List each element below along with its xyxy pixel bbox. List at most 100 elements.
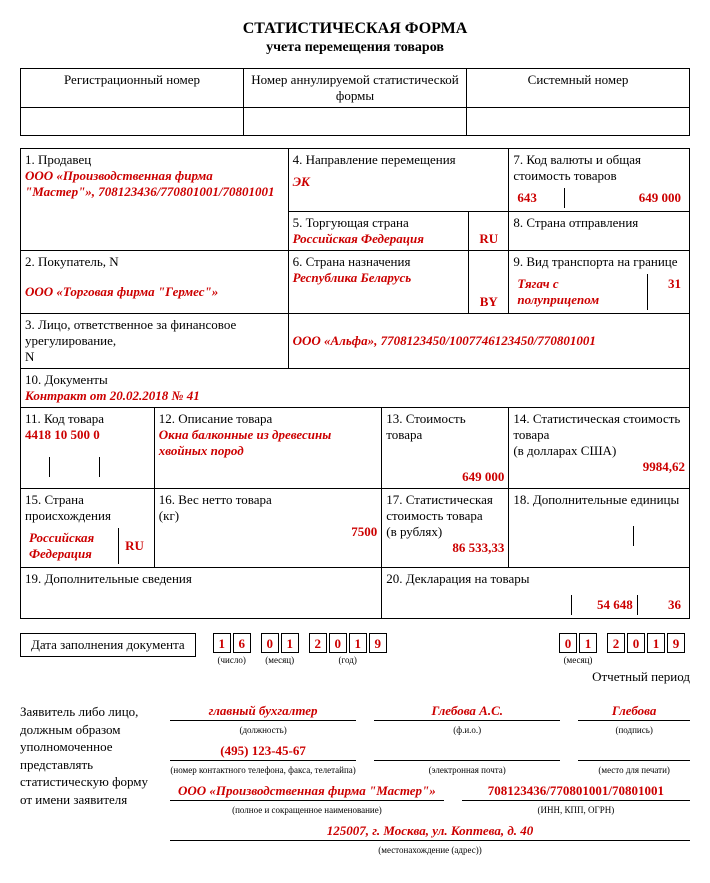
f11-label: 11. Код товара xyxy=(25,411,150,427)
form-subtitle: учета перемещения товаров xyxy=(20,40,690,56)
f17-value: 86 533,33 xyxy=(386,540,504,556)
f14-sub: (в долларах США) xyxy=(513,443,685,459)
f16-label: 16. Вес нетто товара xyxy=(159,492,377,508)
f4-value: ЭК xyxy=(293,174,505,190)
f7-amount: 649 000 xyxy=(639,190,681,205)
date-month-group: 01 (месяц) xyxy=(260,633,300,665)
date-month-sub: (месяц) xyxy=(260,655,300,665)
report-period-label: Отчетный период xyxy=(20,669,690,685)
f17-sub: (в рублях) xyxy=(386,524,504,540)
f15-value: Российская Федерация xyxy=(29,530,94,561)
f1-label: 1. Продавец xyxy=(25,152,284,168)
f4-label: 4. Направление перемещения xyxy=(293,152,505,168)
date-month-2: 1 xyxy=(281,633,299,653)
sig-email xyxy=(374,743,560,761)
rp-month-group: 01 (месяц) xyxy=(558,633,598,665)
date-day-sub: (число) xyxy=(212,655,252,665)
sig-stamp-sub: (место для печати) xyxy=(578,765,690,775)
sig-org: ООО «Производственная фирма "Мастер"» xyxy=(170,783,444,801)
rp-year-3: 1 xyxy=(647,633,665,653)
rp-year-4: 9 xyxy=(667,633,685,653)
sig-stamp xyxy=(578,743,690,761)
f19-label: 19. Дополнительные сведения xyxy=(25,571,377,587)
f5-value: Российская Федерация xyxy=(293,231,424,247)
header-table: Регистрационный номер Номер аннулируемой… xyxy=(20,68,690,136)
rp-year-2: 0 xyxy=(627,633,645,653)
f9-label: 9. Вид транспорта на границе xyxy=(513,254,685,270)
sig-phone-sub: (номер контактного телефона, факса, теле… xyxy=(170,765,356,775)
reg-number-value xyxy=(21,108,244,136)
sig-sign-sub: (подпись) xyxy=(578,725,690,735)
f7-label: 7. Код валюты и общая стоимость товаров xyxy=(513,152,685,184)
date-day-2: 6 xyxy=(233,633,251,653)
f14-value: 9984,62 xyxy=(513,459,685,475)
sig-fio: Глебова А.С. xyxy=(374,703,560,721)
f17-label: 17. Статистическая стоимость товара xyxy=(386,492,504,524)
rp-year-1: 2 xyxy=(607,633,625,653)
cancel-number-value xyxy=(244,108,467,136)
f11-value: 4418 10 500 0 xyxy=(25,427,150,443)
f20-v1: 54 648 xyxy=(597,597,633,612)
sig-fio-sub: (ф.и.о.) xyxy=(374,725,560,735)
f2-label: 2. Покупатель, N xyxy=(25,254,284,270)
rp-year-group: 2019 xyxy=(606,633,686,653)
sig-addr-sub: (местонахождение (адрес)) xyxy=(170,845,690,855)
f6-value: Республика Беларусь xyxy=(293,270,465,286)
f15-label: 15. Страна происхождения xyxy=(25,492,150,524)
f20-v2: 36 xyxy=(668,597,681,612)
f9-value: Тягач с полуприцепом xyxy=(517,276,599,307)
rp-month-sub: (месяц) xyxy=(558,655,598,665)
sig-position: главный бухгалтер xyxy=(170,703,356,721)
f15-code: RU xyxy=(125,538,144,553)
date-month-1: 0 xyxy=(261,633,279,653)
date-day-1: 1 xyxy=(213,633,231,653)
f5-label: 5. Торгующая страна xyxy=(293,215,465,231)
rp-month-2: 1 xyxy=(579,633,597,653)
f6-label: 6. Страна назначения xyxy=(293,254,465,270)
f2-value: ООО «Торговая фирма "Гермес"» xyxy=(25,284,284,300)
f3-label: 3. Лицо, ответственное за финансовое уре… xyxy=(25,317,284,365)
reg-number-label: Регистрационный номер xyxy=(21,69,244,108)
f12-label: 12. Описание товара xyxy=(159,411,377,427)
f13-label: 13. Стоимость товара xyxy=(386,411,504,443)
date-year-sub: (год) xyxy=(308,655,388,665)
f7-code: 643 xyxy=(517,190,537,205)
date-day-group: 16 (число) xyxy=(212,633,252,665)
system-number-value xyxy=(467,108,690,136)
date-year-1: 2 xyxy=(309,633,327,653)
f16-value: 7500 xyxy=(159,524,377,540)
date-row: Дата заполнения документа 16 (число) 01 … xyxy=(20,633,690,665)
date-label: Дата заполнения документа xyxy=(20,633,196,657)
f8-label: 8. Страна отправления xyxy=(513,215,685,231)
f10-label: 10. Документы xyxy=(25,372,685,388)
date-year-2: 0 xyxy=(329,633,347,653)
f16-sub: (кг) xyxy=(159,508,377,524)
f20-label: 20. Декларация на товары xyxy=(386,571,685,587)
sig-sign: Глебова xyxy=(578,703,690,721)
sig-phone: (495) 123-45-67 xyxy=(170,743,356,761)
sig-addr: 125007, г. Москва, ул. Коптева, д. 40 xyxy=(170,823,690,841)
f9-code: 31 xyxy=(668,276,681,291)
sig-inn-sub: (ИНН, КПП, ОГРН) xyxy=(462,805,690,815)
sig-inn: 708123436/770801001/70801001 xyxy=(462,783,690,801)
sig-intro: Заявитель либо лицо, должным образом упо… xyxy=(20,703,160,863)
f6-code: BY xyxy=(480,294,498,309)
date-year-group: 2019 (год) xyxy=(308,633,388,665)
f1-value: ООО «Производственная фирма "Мастер"», 7… xyxy=(25,168,284,200)
f12-value: Окна балконные из древесины хвойных поро… xyxy=(159,427,377,459)
rp-month-1: 0 xyxy=(559,633,577,653)
main-table: 1. Продавец ООО «Производственная фирма … xyxy=(20,148,690,619)
f14-label: 14. Статистическая стоимость товара xyxy=(513,411,685,443)
system-number-label: Системный номер xyxy=(467,69,690,108)
f18-label: 18. Дополнительные единицы xyxy=(513,492,685,508)
signature-block: Заявитель либо лицо, должным образом упо… xyxy=(20,703,690,863)
f5-code: RU xyxy=(479,231,498,246)
f3-value: ООО «Альфа», 7708123450/1007746123450/77… xyxy=(293,333,596,348)
cancel-number-label: Номер аннулируемой статистической формы xyxy=(244,69,467,108)
sig-email-sub: (электронная почта) xyxy=(374,765,560,775)
date-year-3: 1 xyxy=(349,633,367,653)
f13-value: 649 000 xyxy=(386,469,504,485)
form-title: СТАТИСТИЧЕСКАЯ ФОРМА xyxy=(20,20,690,38)
f10-value: Контракт от 20.02.2018 № 41 xyxy=(25,388,685,404)
date-year-4: 9 xyxy=(369,633,387,653)
